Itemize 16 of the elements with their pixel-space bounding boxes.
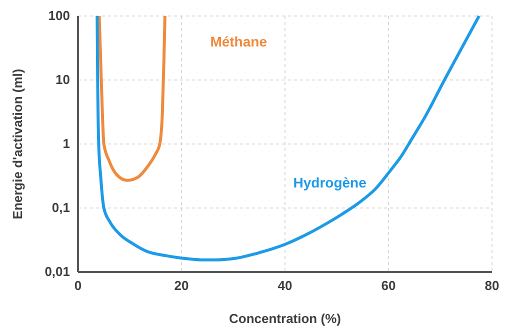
x-tick-label: 80 <box>484 278 500 294</box>
text: Méthane <box>210 34 268 50</box>
x-tick-label: 20 <box>174 278 189 294</box>
series-label: Hydrogène <box>293 174 367 191</box>
y-tick-label: 100 <box>48 8 70 24</box>
line-series <box>98 14 166 182</box>
x-tick-label: 60 <box>381 278 396 294</box>
y-tick-label: 0,1 <box>52 200 70 216</box>
y-tick-label: 10 <box>56 72 70 88</box>
y-tick-label: 0,01 <box>44 264 70 280</box>
x-tick-label: 0 <box>74 278 82 294</box>
y-axis-title: Energie d'activation (ml) <box>10 68 25 220</box>
line-series <box>96 14 481 262</box>
y-tick-label: 1 <box>62 136 70 152</box>
x-axis-title: Concentration (%) <box>229 311 341 326</box>
x-tick-label: 40 <box>278 278 292 294</box>
